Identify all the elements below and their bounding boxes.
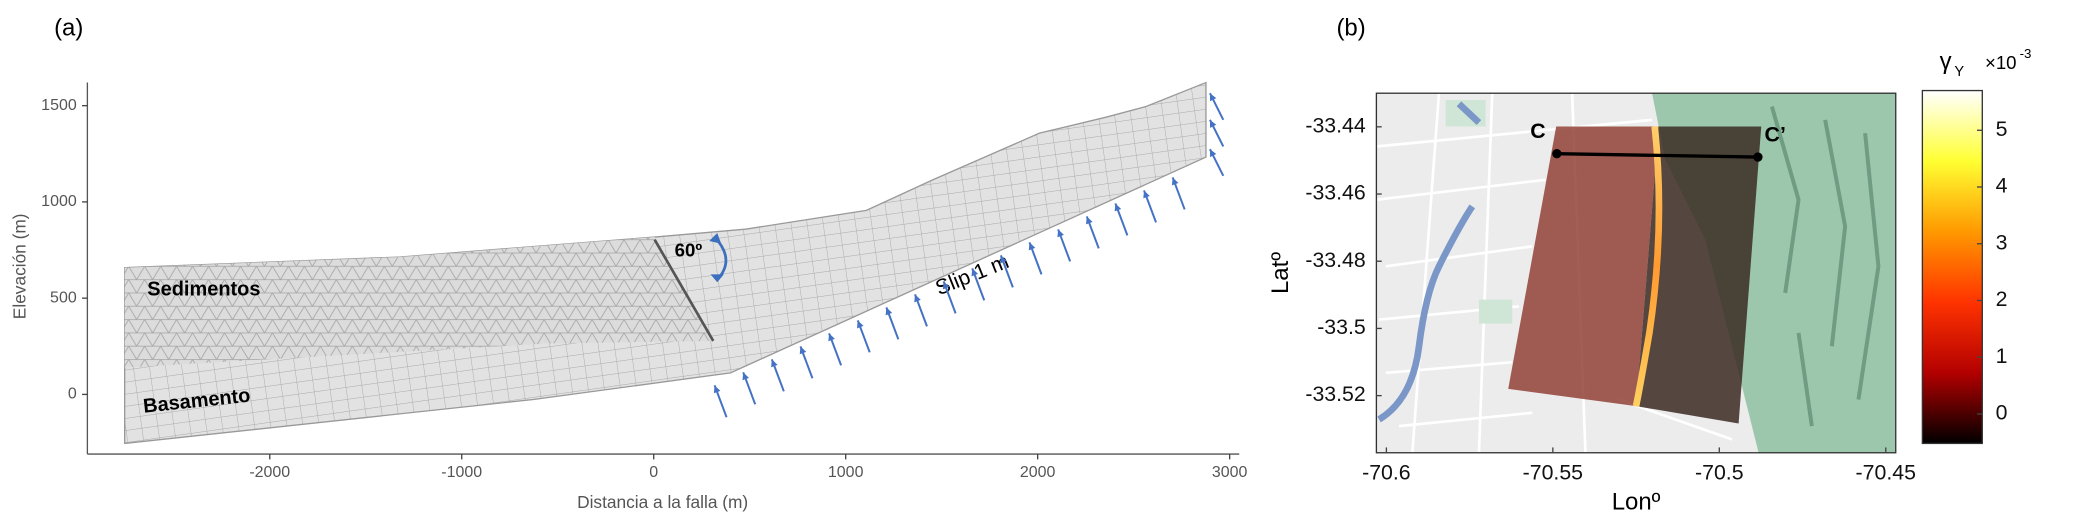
x-axis-label: Lonº — [1612, 489, 1661, 516]
y-tick-label: 500 — [50, 289, 77, 306]
colorbar-tick-label: 1 — [1996, 344, 2008, 368]
y-tick-label: -33.5 — [1317, 315, 1366, 339]
x-tick-label: 2000 — [1020, 464, 1056, 481]
x-tick-label: -2000 — [249, 464, 290, 481]
y-tick-label: 1500 — [41, 97, 77, 114]
arrowhead — [857, 320, 864, 329]
x-tick-label: -70.55 — [1523, 461, 1583, 485]
arrowhead — [885, 307, 893, 316]
profile-point — [1552, 149, 1562, 159]
map-frame — [1375, 92, 1897, 454]
arrowhead — [1028, 242, 1036, 251]
profile-label: C — [1530, 119, 1545, 143]
arrowhead — [1143, 190, 1150, 199]
colorbar-exponent: -3 — [2020, 46, 2032, 61]
arrowhead — [1086, 216, 1093, 225]
colorbar — [1921, 89, 1983, 445]
colorbar-label-subscript: Y — [1954, 64, 1964, 80]
y-tick-label: 0 — [68, 386, 77, 403]
x-tick-label: -70.6 — [1362, 461, 1411, 485]
colorbar-tick-label: 5 — [1996, 117, 2008, 141]
arrowhead — [1171, 177, 1179, 186]
sediment-mesh — [124, 237, 714, 368]
arrowhead — [942, 281, 950, 290]
y-tick-label: -33.52 — [1305, 382, 1365, 406]
colorbar-tick-label: 3 — [1996, 230, 2008, 254]
x-axis-label: Distancia a la falla (m) — [577, 492, 748, 512]
arrowhead — [1000, 255, 1007, 264]
x-tick-label: -70.45 — [1856, 461, 1916, 485]
arrowhead — [1209, 119, 1217, 128]
colorbar-multiplier: ×10 — [1985, 52, 2017, 73]
colorbar-tick-label: 2 — [1996, 287, 2008, 311]
y-tick-label: -33.44 — [1305, 113, 1366, 137]
x-tick-label: -1000 — [441, 464, 482, 481]
x-tick-label: -70.5 — [1695, 461, 1744, 485]
annotation: Sedimentos — [147, 279, 260, 301]
panel-label: (b) — [1336, 15, 1365, 42]
arrowhead — [771, 359, 778, 368]
slip-arrows — [713, 92, 1225, 418]
y-axis-label: Elevación (m) — [9, 213, 29, 319]
x-tick-label: 0 — [649, 464, 658, 481]
arrowhead — [1209, 93, 1217, 102]
x-tick-label: 1000 — [828, 464, 864, 481]
arrowhead — [713, 385, 721, 394]
y-tick-label: -33.46 — [1305, 181, 1365, 205]
x-tick-label: 3000 — [1212, 464, 1248, 481]
y-tick-label: 1000 — [41, 193, 77, 210]
profile-point — [1753, 152, 1763, 162]
map-background — [1376, 93, 1896, 453]
annotation: 60º — [675, 240, 703, 261]
panel-label: (a) — [54, 15, 83, 42]
profile-label: C’ — [1765, 122, 1786, 146]
arrowhead — [1057, 229, 1064, 238]
arrowhead — [1209, 149, 1217, 158]
fault-line — [653, 239, 715, 342]
arrowhead — [799, 346, 807, 355]
colorbar-tick-label: 0 — [1996, 401, 2008, 425]
colorbar-label: γ — [1940, 48, 1952, 75]
arrowhead — [828, 333, 835, 342]
arrowhead — [742, 372, 749, 381]
y-axis-label: Latº — [1267, 252, 1294, 294]
arrowhead — [914, 294, 921, 303]
arrowhead — [971, 268, 979, 277]
y-tick-label: -33.48 — [1305, 248, 1365, 272]
arrowhead — [1114, 203, 1122, 212]
profile-line — [1556, 152, 1758, 159]
colorbar-tick-label: 4 — [1996, 174, 2008, 198]
